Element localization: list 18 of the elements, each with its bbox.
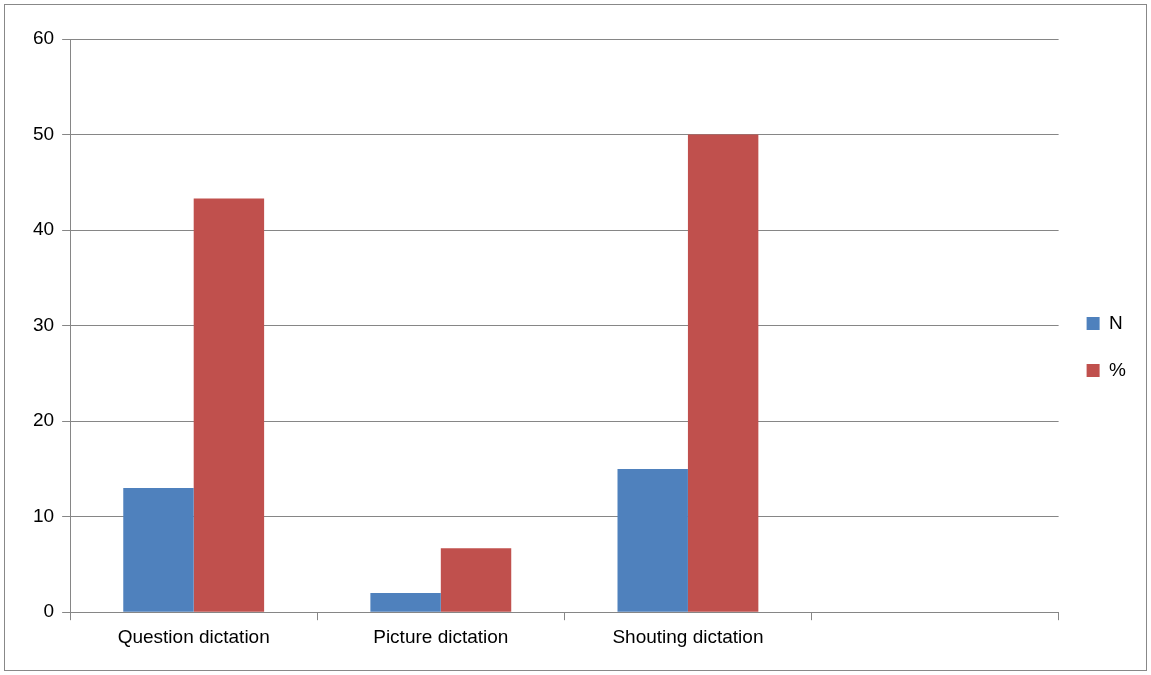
- x-tick-label: Question dictation: [117, 625, 270, 647]
- legend-label: %: [1109, 358, 1127, 380]
- bar: [617, 468, 688, 612]
- bar: [687, 134, 759, 612]
- x-tick-label: Picture dictation: [373, 625, 509, 647]
- y-tick-label: 10: [32, 504, 55, 526]
- y-tick-label: 30: [32, 313, 55, 335]
- y-tick-label: 40: [32, 218, 55, 240]
- x-tick-label: Shouting dictation: [612, 625, 764, 647]
- legend-label: N: [1109, 311, 1123, 333]
- y-tick-label: 50: [32, 122, 55, 144]
- y-tick-label: 60: [32, 27, 55, 49]
- bar: [370, 593, 441, 612]
- y-tick-label: 20: [32, 409, 55, 431]
- y-tick-label: 0: [43, 600, 55, 622]
- bar: [123, 488, 194, 612]
- bar: [440, 548, 512, 612]
- bar: [193, 198, 265, 612]
